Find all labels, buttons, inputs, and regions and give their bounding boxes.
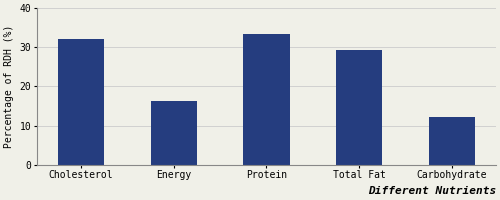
Bar bbox=[244, 34, 290, 165]
Bar bbox=[58, 39, 104, 165]
Bar bbox=[428, 117, 475, 165]
Bar bbox=[150, 101, 197, 165]
X-axis label: Different Nutrients: Different Nutrients bbox=[368, 186, 496, 196]
Y-axis label: Percentage of RDH (%): Percentage of RDH (%) bbox=[4, 25, 14, 148]
Bar bbox=[336, 50, 382, 165]
